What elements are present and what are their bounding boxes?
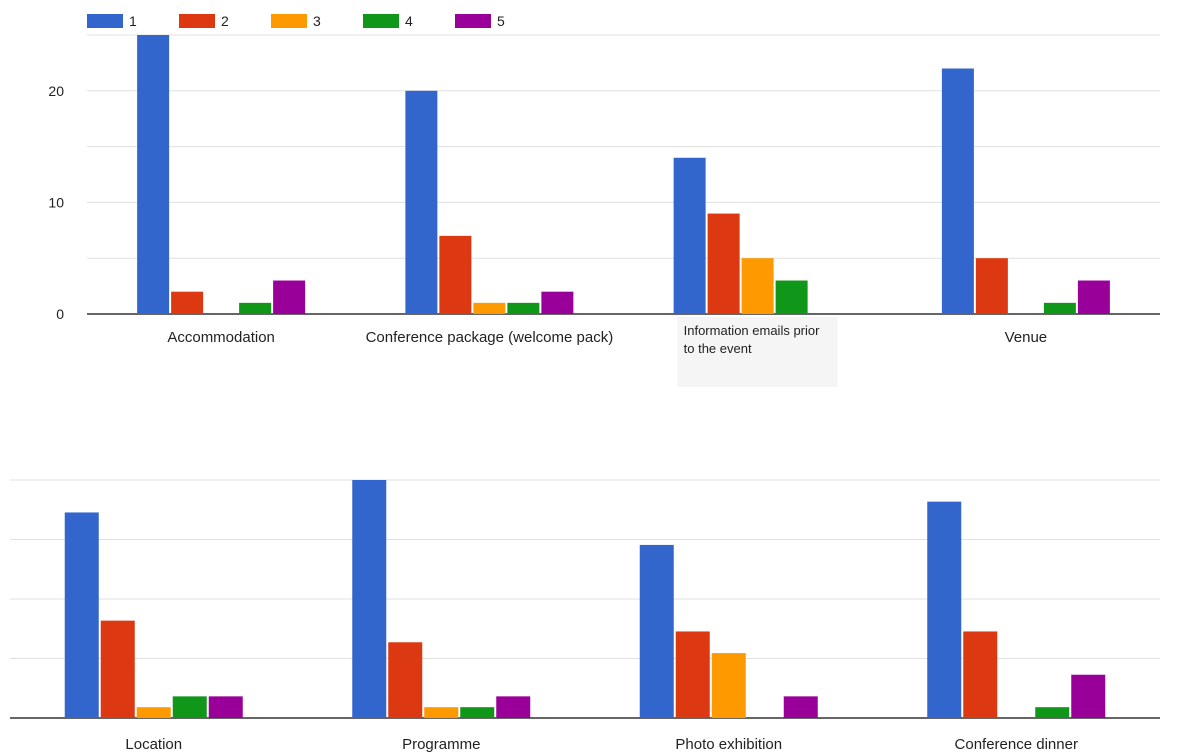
bar-location-series-3	[136, 707, 171, 718]
category-label-programme: Programme	[402, 736, 480, 753]
category-label-accommodation: Accommodation	[167, 329, 275, 346]
bar-conference-package-welcome-pack-series-1	[405, 90, 438, 314]
chart-top: 0 10 20 Accommodation Conference package (we…	[48, 34, 1160, 387]
legend-label-1: 1	[129, 13, 137, 29]
bar-photo-exhibition-series-1	[639, 544, 674, 718]
bar-accommodation-series-5	[273, 280, 306, 314]
bar-location-series-1	[64, 512, 99, 718]
bar-information-emails-prior-to-the-event-series-3	[741, 258, 774, 314]
bar-location-series-2	[100, 620, 135, 718]
legend-swatch-5	[455, 14, 491, 28]
y-tick-label-0: 0	[56, 306, 64, 322]
category-label-photo-exhibition: Photo exhibition	[675, 736, 782, 753]
bar-accommodation-series-1	[137, 35, 170, 314]
legend-swatch-4	[363, 14, 399, 28]
bar-conference-dinner-series-1	[927, 501, 962, 718]
bar-venue-series-2	[975, 258, 1008, 314]
bar-accommodation-series-2	[171, 291, 204, 314]
bar-venue-series-5	[1077, 280, 1110, 314]
bar-programme-series-4	[460, 707, 495, 718]
bar-conference-package-welcome-pack-series-3	[473, 302, 506, 314]
legend-label-5: 5	[497, 13, 505, 29]
y-tick-label-10: 10	[48, 194, 64, 210]
bar-information-emails-prior-to-the-event-series-2	[707, 213, 740, 314]
bar-conference-package-welcome-pack-series-4	[507, 302, 540, 314]
legend-swatch-2	[179, 14, 215, 28]
bar-accommodation-series-4	[239, 302, 272, 314]
bar-venue-series-4	[1043, 302, 1076, 314]
bar-conference-dinner-series-2	[963, 631, 998, 718]
category-label-conference-dinner: Conference dinner	[955, 736, 1078, 753]
bar-location-series-4	[172, 696, 207, 718]
bar-conference-package-welcome-pack-series-2	[439, 235, 472, 314]
category-label-bg-information-emails-prior-to-the-event	[677, 317, 838, 387]
category-label-location: Location	[125, 736, 182, 753]
bar-photo-exhibition-series-3	[711, 653, 746, 718]
bar-photo-exhibition-series-5	[783, 696, 818, 718]
category-label-conference-package-welcome-pack: Conference package (welcome pack)	[366, 329, 614, 346]
legend-label-4: 4	[405, 13, 413, 29]
bar-conference-dinner-series-4	[1035, 707, 1070, 718]
bar-programme-series-3	[424, 707, 459, 718]
bar-programme-series-5	[496, 696, 531, 718]
bar-location-series-5	[208, 696, 243, 718]
bar-conference-package-welcome-pack-series-5	[541, 291, 574, 314]
bar-information-emails-prior-to-the-event-series-4	[775, 280, 808, 314]
bar-programme-series-2	[388, 642, 423, 718]
category-label-information-emails-prior-to-the-event: Information emails prior to the event	[684, 323, 820, 356]
legend-label-3: 3	[313, 13, 321, 29]
bar-conference-dinner-series-5	[1071, 674, 1106, 718]
legend-label-2: 2	[221, 13, 229, 29]
bar-information-emails-prior-to-the-event-series-1	[673, 157, 706, 314]
legend-swatch-1	[87, 14, 123, 28]
bar-programme-series-1	[352, 480, 387, 718]
category-label-venue: Venue	[1005, 329, 1048, 346]
legend-swatch-3	[271, 14, 307, 28]
bar-photo-exhibition-series-2	[675, 631, 710, 718]
y-tick-label-20: 20	[48, 83, 64, 99]
chart-bottom: Location Programme Photo exhibition Confere…	[10, 479, 1160, 753]
bar-venue-series-1	[941, 68, 974, 314]
legend: 1 2 3 4 5	[87, 13, 505, 29]
